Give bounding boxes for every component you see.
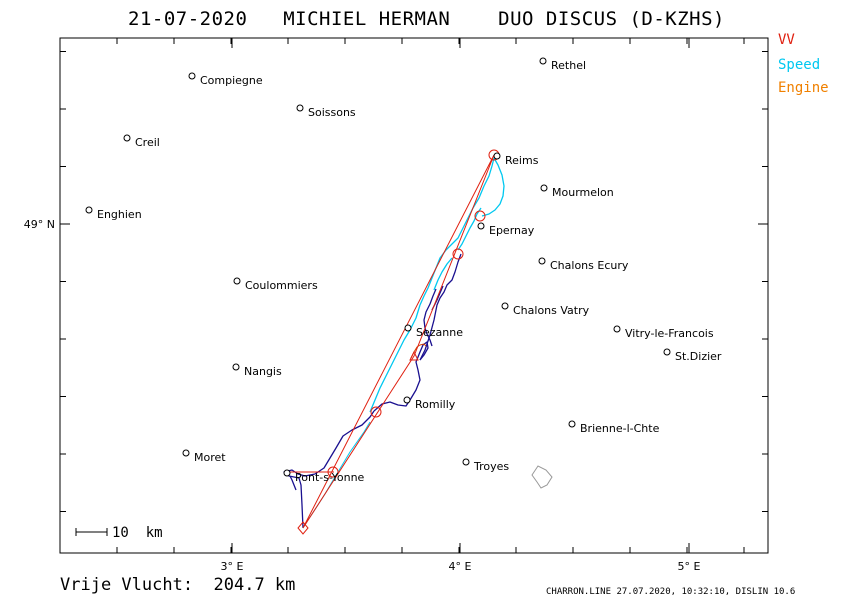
legend-item-vv: VV <box>778 32 795 48</box>
city-marker <box>296 104 304 112</box>
axis-labels: 3° E 4° E 5° E 49° N <box>24 218 701 573</box>
city-marker <box>232 363 240 371</box>
city-marker <box>85 206 93 214</box>
x-tick-label: 3° E <box>221 560 244 573</box>
city-label: Epernay <box>489 224 535 237</box>
city-label: Soissons <box>308 106 356 119</box>
city-label: Reims <box>505 154 539 167</box>
city-marker <box>403 396 411 404</box>
scale-label: 10 km <box>112 525 163 541</box>
turnpoint-marker <box>474 210 486 222</box>
city-marker <box>233 277 241 285</box>
city-marker <box>188 72 196 80</box>
distance-label: Vrije Vlucht: 204.7 km <box>60 575 296 595</box>
city-label: Troyes <box>473 460 509 473</box>
scale-bar <box>75 528 108 536</box>
task-line <box>289 149 500 535</box>
legend-item-engine: Engine <box>778 80 829 96</box>
city-marker <box>663 348 671 356</box>
city-label: Mourmelon <box>552 186 614 199</box>
city-markers: Rethel Compiegne Soissons Creil Reims Mourmel… <box>85 57 722 484</box>
city-label: Compiegne <box>200 74 263 87</box>
city-label: Rethel <box>551 59 586 72</box>
city-marker <box>568 420 576 428</box>
city-label: St.Dizier <box>675 350 722 363</box>
credit-label: CHARRON.LINE 27.07.2020, 10:32:10, DISLI… <box>546 587 796 597</box>
city-label: Pont-s-Yonne <box>295 471 365 484</box>
x-tick-label: 5° E <box>678 560 701 573</box>
city-marker <box>462 458 470 466</box>
city-marker <box>283 469 291 477</box>
city-label: Vitry-le-Francois <box>625 327 714 340</box>
city-label: Creil <box>135 136 160 149</box>
city-label: Chalons Vatry <box>513 304 590 317</box>
city-marker <box>540 184 548 192</box>
x-tick-label: 4° E <box>449 560 472 573</box>
map-frame <box>59 37 769 554</box>
city-marker <box>404 324 412 332</box>
axis-ticks <box>60 38 768 553</box>
city-label: Nangis <box>244 365 282 378</box>
city-label: Sezanne <box>416 326 463 339</box>
turnpoint-marker <box>327 466 339 478</box>
city-label: Chalons Ecury <box>550 259 629 272</box>
y-tick-label: 49° N <box>24 218 55 231</box>
finish-marker <box>409 350 419 361</box>
city-marker <box>538 257 546 265</box>
city-marker <box>493 152 501 160</box>
city-marker <box>123 134 131 142</box>
legend-item-speed: Speed <box>778 57 821 73</box>
page-title: 21-07-2020 MICHIEL HERMAN DUO DISCUS (D-… <box>128 8 725 30</box>
city-label: Coulommiers <box>245 279 318 292</box>
city-marker <box>613 325 621 333</box>
city-marker <box>477 222 485 230</box>
city-marker <box>182 449 190 457</box>
turnpoint-marker <box>370 406 382 418</box>
city-label: Brienne-l-Chte <box>580 422 660 435</box>
turnpoint-marker <box>452 248 464 260</box>
city-label: Romilly <box>415 398 456 411</box>
city-label: Moret <box>194 451 226 464</box>
troyes-lake-outline <box>531 465 553 489</box>
city-marker <box>539 57 547 65</box>
city-marker <box>501 302 509 310</box>
city-label: Enghien <box>97 208 142 221</box>
start-marker <box>297 521 309 535</box>
